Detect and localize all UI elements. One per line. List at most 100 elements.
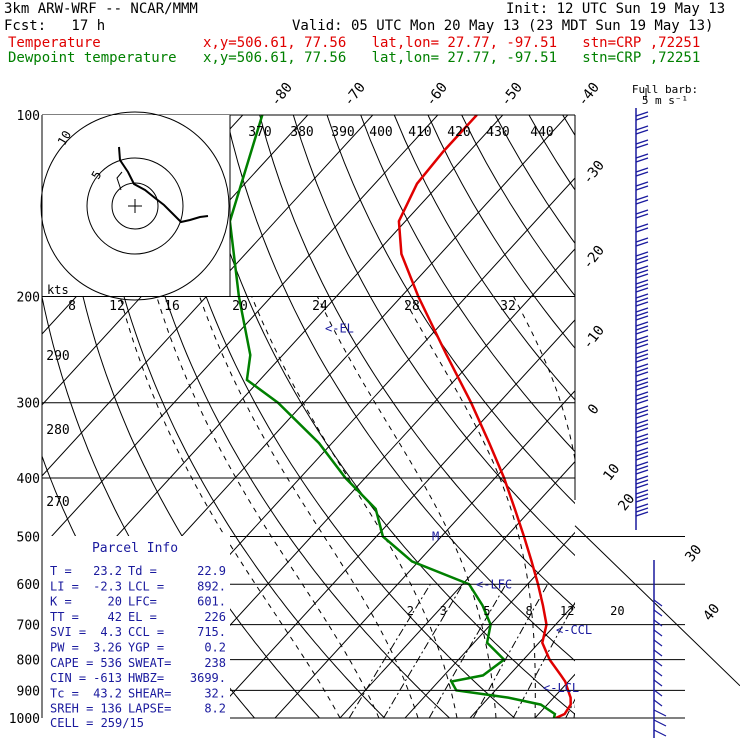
wind-barb-low-730	[653, 729, 667, 737]
isotherm-label-0: 0	[585, 401, 603, 417]
barb-legend-unit: 5 m s⁻¹	[642, 94, 688, 107]
parcel-row-2-label2: LFC=	[128, 595, 157, 609]
parcel-row-9-label2: LAPSE=	[128, 702, 171, 716]
parcel-row-4-label2: CCL =	[128, 625, 164, 639]
wind-barb-19-1	[635, 381, 649, 387]
wind-barb-23-0	[635, 433, 649, 439]
parcel-row-4-value: 4.3	[100, 625, 122, 639]
hodograph-speed-label-32: 32	[500, 299, 516, 314]
wind-barb-11-2	[635, 273, 649, 279]
isotherm-label-20: 20	[615, 491, 638, 514]
parcel-row-9-value: 136	[100, 702, 122, 716]
hodograph-ring-2	[40, 111, 230, 301]
parcel-row-7-value: -613	[93, 671, 122, 685]
dry-adiabat-430	[630, 115, 740, 731]
parcel-row-5-value2: 0.2	[204, 641, 226, 655]
isotherm--20	[274, 389, 575, 718]
wind-barb-5-1	[635, 185, 649, 191]
parcel-level-el: <-EL	[325, 322, 354, 336]
wind-barb-low-690	[653, 689, 663, 697]
pressure-label-800: 800	[17, 654, 40, 669]
isotherm--70	[42, 115, 504, 619]
parcel-row-2-value2: 601.	[197, 595, 226, 609]
parcel-row-6-label: CAPE =	[50, 656, 93, 670]
wind-barb-20-1	[635, 395, 649, 401]
wind-barb-17-0	[635, 349, 649, 355]
hodograph	[40, 111, 231, 301]
wind-barb-low-610	[653, 609, 663, 617]
dry-adiabat-380	[461, 115, 575, 297]
wind-barb-19-2	[635, 385, 649, 391]
isotherm-50	[718, 102, 740, 731]
isotherm-10	[469, 602, 575, 718]
wind-barb-25-0	[635, 461, 649, 467]
isotherm-label--10: -10	[580, 323, 608, 353]
wind-barb-9-1	[635, 241, 649, 247]
temperature-location: x,y=506.61, 77.56 lat,lon= 27.77, -97.51…	[203, 35, 701, 51]
mixing-ratio-2	[348, 583, 431, 718]
wind-barb-10-2	[635, 259, 649, 265]
wind-barb-27-2	[635, 497, 649, 503]
wind-barb-9-0	[635, 237, 649, 243]
parcel-row-1-value2: 892.	[197, 579, 226, 593]
wind-barb-21-2	[635, 413, 649, 419]
wind-barb-14-0	[635, 307, 649, 313]
barb-legend-title: Full barb:	[632, 83, 698, 96]
wind-barb-6-0	[635, 195, 649, 201]
dry-adiabat-360	[393, 115, 575, 401]
parcel-row-6-value2: 238	[204, 656, 226, 670]
theta-label-370: 370	[248, 125, 271, 140]
wind-barb-22-2	[635, 427, 649, 433]
parcel-row-3-value2: 226	[204, 610, 226, 624]
parcel-row-7-label: CIN =	[50, 671, 86, 685]
parcel-row-0-value: 23.2	[93, 564, 122, 578]
wind-barb-12-0	[635, 279, 649, 285]
pressure-label-700: 700	[17, 619, 40, 634]
dry-adiabat-410	[562, 115, 575, 137]
pressure-label-900: 900	[17, 684, 40, 699]
dry-adiabat-390	[494, 115, 575, 245]
isotherm-30	[588, 102, 740, 731]
theta-label-420: 420	[447, 125, 470, 140]
wind-barb-14-1	[635, 311, 649, 317]
dewpoint-legend: Dewpoint temperature	[8, 50, 177, 66]
pressure-label-500: 500	[17, 530, 40, 545]
hodograph-ring-0	[111, 182, 159, 230]
parcel-row-8-value: 43.2	[93, 686, 122, 700]
hodograph-speed-label-24: 24	[312, 299, 328, 314]
isotherm-label--70: -70	[341, 80, 369, 110]
pressure-label-1000: 1000	[9, 712, 40, 727]
isotherm-label--60: -60	[423, 80, 451, 110]
theta-label-280: 280	[46, 423, 69, 438]
dry-adiabat-280	[124, 115, 451, 718]
wind-barb-28-0	[635, 503, 649, 509]
wind-barb-low-600	[653, 599, 663, 607]
wind-barb-4-1	[635, 171, 649, 177]
wind-barb-low-620	[653, 619, 663, 627]
dewpoint-location: x,y=506.61, 77.56 lat,lon= 27.77, -97.51…	[203, 50, 701, 66]
model-title: 3km ARW-WRF -- NCAR/MMM	[4, 1, 198, 17]
wind-barb-13-1	[635, 297, 649, 303]
valid-time: Valid: 05 UTC Mon 20 May 13 (23 MDT Sun …	[292, 18, 714, 34]
wind-barb-13-0	[635, 293, 649, 299]
parcel-row-4-value2: 715.	[197, 625, 226, 639]
dry-adiabat-350	[360, 115, 575, 453]
parcel-info-title: Parcel Info	[92, 541, 178, 556]
wind-barb-12-1	[635, 283, 649, 289]
wind-barb-28-1	[635, 507, 649, 513]
mixing-ratio-label-2: 2	[407, 604, 414, 618]
hodograph-ring-1	[86, 157, 184, 255]
wind-barb-24-1	[635, 451, 649, 457]
wind-barb-26-0	[635, 475, 649, 481]
dry-adiabat-450	[697, 115, 740, 731]
wind-barb-22-0	[635, 419, 649, 425]
temperature-legend: Temperature	[8, 35, 101, 51]
theta-label-380: 380	[290, 125, 313, 140]
pressure-label-600: 600	[17, 578, 40, 593]
wind-barb-low-720	[653, 719, 667, 727]
wind-barb-22-1	[635, 423, 649, 429]
dry-adiabat-330	[292, 115, 575, 557]
wind-barb-24-0	[635, 447, 649, 453]
moist-adiabat-2	[199, 296, 419, 718]
